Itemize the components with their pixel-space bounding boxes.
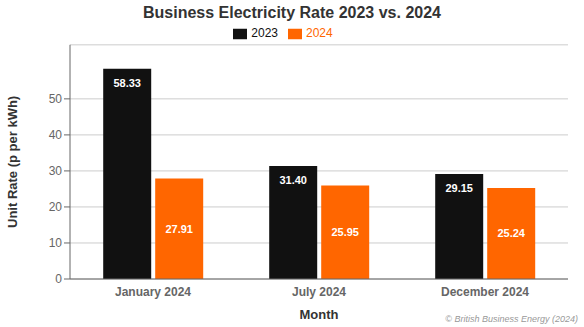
svg-text:Month: Month (300, 307, 339, 322)
svg-text:25.95: 25.95 (331, 226, 359, 238)
svg-text:40: 40 (49, 128, 63, 142)
html-text:Business Electricity Rate 2023: Business Electricity Rate 2023 vs. 2024 (143, 4, 441, 21)
svg-text:20: 20 (49, 200, 63, 214)
svg-text:31.40: 31.40 (279, 174, 307, 186)
svg-text:30: 30 (49, 164, 63, 178)
svg-text:27.91: 27.91 (165, 223, 193, 235)
svg-text:0: 0 (55, 272, 62, 286)
svg-text:50: 50 (49, 92, 63, 106)
svg-text:58.33: 58.33 (113, 77, 141, 89)
html-text:© British Business Energy (202: © British Business Energy (2024) (445, 314, 578, 324)
svg-text:10: 10 (49, 236, 63, 250)
svg-text:Unit Rate (p per kWh): Unit Rate (p per kWh) (8, 96, 20, 228)
svg-text:29.15: 29.15 (445, 182, 473, 194)
svg-text:July 2024: July 2024 (292, 285, 346, 299)
svg-text:December 2024: December 2024 (441, 285, 529, 299)
html-text:2023: 2023 (251, 26, 278, 40)
html-text:2024: 2024 (306, 26, 333, 40)
svg-text:25.24: 25.24 (497, 227, 525, 239)
svg-text:January 2024: January 2024 (115, 285, 191, 299)
